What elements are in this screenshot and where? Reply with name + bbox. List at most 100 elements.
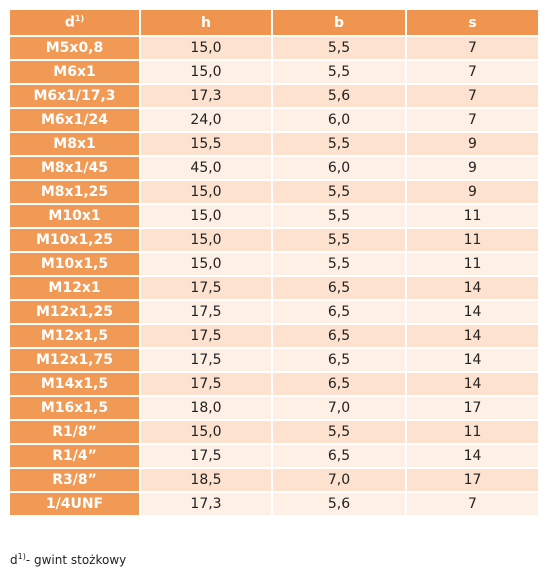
value-cell: 15,0 (139, 251, 273, 277)
thread-cell: M12x1 (8, 275, 141, 301)
value-cell: 14 (405, 299, 540, 325)
value-cell: 7 (405, 107, 540, 133)
header-sup: 1) (74, 14, 85, 24)
thread-cell: M5x0,8 (8, 35, 141, 61)
value-cell: 17,5 (139, 323, 273, 349)
value-cell: 11 (405, 419, 540, 445)
thread-cell: M10x1,5 (8, 251, 141, 277)
header-text: d (64, 14, 75, 31)
header-text: b (333, 14, 345, 31)
value-cell: 14 (405, 371, 540, 397)
value-cell: 9 (405, 131, 540, 157)
value-cell: 15,0 (139, 35, 273, 61)
value-cell: 5,5 (271, 251, 407, 277)
value-cell: 7 (405, 491, 540, 517)
value-cell: 5,6 (271, 83, 407, 109)
value-cell: 18,0 (139, 395, 273, 421)
header-cell: b (271, 8, 407, 37)
thread-cell: R1/8” (8, 419, 141, 445)
thread-cell: M12x1,5 (8, 323, 141, 349)
value-cell: 17 (405, 467, 540, 493)
thread-cell: M14x1,5 (8, 371, 141, 397)
header-cell: h (139, 8, 273, 37)
table-row: R1/8” 15,0 5,5 11 (8, 419, 540, 445)
value-cell: 7,0 (271, 395, 407, 421)
value-cell: 5,5 (271, 179, 407, 205)
header-text: h (201, 14, 211, 31)
thread-cell: 1/4UNF (8, 491, 141, 517)
value-cell: 15,5 (139, 131, 273, 157)
table-row: R3/8” 18,5 7,0 17 (8, 467, 540, 493)
value-cell: 7 (405, 35, 540, 61)
value-cell: 5,6 (271, 491, 407, 517)
thread-cell: R3/8” (8, 467, 141, 493)
value-cell: 6,5 (271, 323, 407, 349)
value-cell: 5,5 (271, 59, 407, 85)
value-cell: 5,5 (271, 35, 407, 61)
value-cell: 15,0 (139, 203, 273, 229)
value-cell: 7 (405, 83, 540, 109)
value-cell: 7,0 (271, 467, 407, 493)
value-cell: 24,0 (139, 107, 273, 133)
table-row: M8x1,25 15,0 5,5 9 (8, 179, 540, 205)
table-row: M5x0,8 15,0 5,5 7 (8, 35, 540, 61)
table-wrap: d1) h b s M5x0,8 15,0 5,5 7 M6x1 15,0 5,5 7 M6x1/17… (8, 8, 540, 517)
table-body: M5x0,8 15,0 5,5 7 M6x1 15,0 5,5 7 M6x1/17,3 17,3 5… (8, 35, 540, 517)
value-cell: 6,5 (271, 275, 407, 301)
value-cell: 14 (405, 275, 540, 301)
table-row: M8x1/45 45,0 6,0 9 (8, 155, 540, 181)
value-cell: 11 (405, 227, 540, 253)
thread-cell: M8x1/45 (8, 155, 141, 181)
table-row: M12x1,25 17,5 6,5 14 (8, 299, 540, 325)
value-cell: 14 (405, 323, 540, 349)
value-cell: 6,0 (271, 107, 407, 133)
footnote-text: - gwint stożkowy (25, 553, 127, 567)
value-cell: 18,5 (139, 467, 273, 493)
thread-table: d1) h b s M5x0,8 15,0 5,5 7 M6x1 15,0 5,5 7 M6x1/17… (8, 8, 540, 517)
table-row: M14x1,5 17,5 6,5 14 (8, 371, 540, 397)
value-cell: 15,0 (139, 227, 273, 253)
thread-cell: M12x1,75 (8, 347, 141, 373)
thread-cell: M6x1 (8, 59, 141, 85)
thread-cell: M6x1/17,3 (8, 83, 141, 109)
table-row: M6x1 15,0 5,5 7 (8, 59, 540, 85)
value-cell: 17,3 (139, 83, 273, 109)
thread-cell: M8x1 (8, 131, 141, 157)
thread-cell: M12x1,25 (8, 299, 141, 325)
value-cell: 5,5 (271, 419, 407, 445)
thread-cell: R1/4” (8, 443, 141, 469)
footnote: d1)- gwint stożkowy (10, 552, 126, 567)
value-cell: 6,5 (271, 443, 407, 469)
thread-cell: M6x1/24 (8, 107, 141, 133)
table-row: 1/4UNF 17,3 5,6 7 (8, 491, 540, 517)
table-row: M6x1/24 24,0 6,0 7 (8, 107, 540, 133)
value-cell: 6,5 (271, 299, 407, 325)
header-row: d1) h b s (8, 8, 540, 37)
table-row: M12x1 17,5 6,5 14 (8, 275, 540, 301)
value-cell: 7 (405, 59, 540, 85)
thread-cell: M10x1,25 (8, 227, 141, 253)
value-cell: 17,5 (139, 275, 273, 301)
header-cell: s (405, 8, 540, 37)
header-cell: d1) (8, 8, 141, 37)
value-cell: 17 (405, 395, 540, 421)
header-text: s (468, 14, 477, 31)
thread-cell: M16x1,5 (8, 395, 141, 421)
value-cell: 9 (405, 179, 540, 205)
value-cell: 15,0 (139, 419, 273, 445)
value-cell: 17,5 (139, 443, 273, 469)
value-cell: 11 (405, 203, 540, 229)
value-cell: 6,0 (271, 155, 407, 181)
value-cell: 17,5 (139, 371, 273, 397)
value-cell: 11 (405, 251, 540, 277)
table-row: M8x1 15,5 5,5 9 (8, 131, 540, 157)
table-row: M12x1,75 17,5 6,5 14 (8, 347, 540, 373)
footnote-sup: 1) (17, 552, 26, 561)
footnote-symbol: d (10, 553, 18, 567)
value-cell: 15,0 (139, 179, 273, 205)
value-cell: 9 (405, 155, 540, 181)
value-cell: 15,0 (139, 59, 273, 85)
value-cell: 6,5 (271, 347, 407, 373)
value-cell: 45,0 (139, 155, 273, 181)
